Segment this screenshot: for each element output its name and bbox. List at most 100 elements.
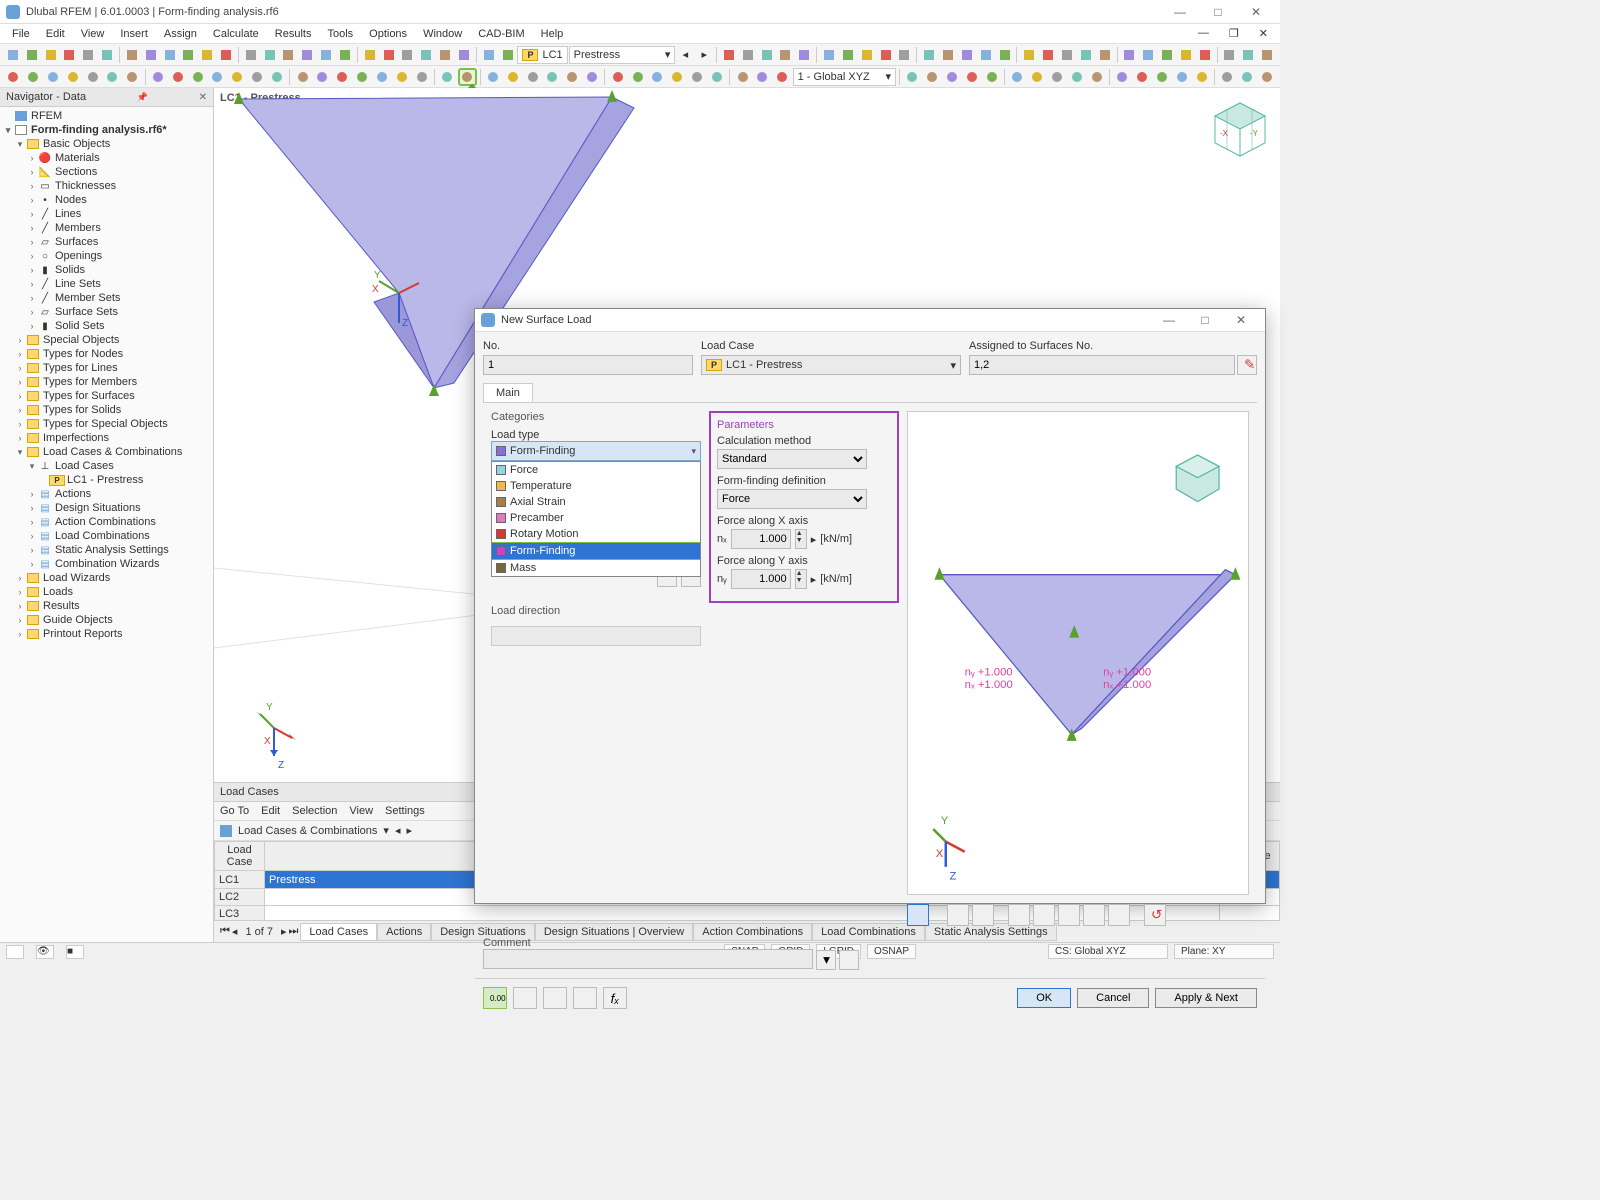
tree-lcc[interactable]: ▾Load Cases & Combinations — [0, 445, 213, 459]
loadtype-option[interactable]: Precamber — [492, 510, 700, 526]
tb2c-btn-3[interactable] — [962, 68, 981, 86]
pager-prev-icon[interactable]: ◂ — [232, 925, 238, 938]
tb2c-btn-12[interactable] — [1153, 68, 1172, 86]
tb1-btn-5[interactable] — [98, 46, 116, 64]
tb1b-btn-18[interactable] — [1077, 46, 1095, 64]
tb2-btn-17[interactable] — [353, 68, 372, 86]
status-eye-icon[interactable]: 👁 — [36, 945, 54, 959]
tb1-btn-4[interactable] — [79, 46, 97, 64]
tb1b-btn-4[interactable] — [795, 46, 813, 64]
pager-next-icon[interactable]: ▸ — [281, 925, 287, 938]
navigator-tree[interactable]: RFEM▾Form-finding analysis.rf6*▾Basic Ob… — [0, 107, 213, 942]
menu-file[interactable]: File — [4, 26, 38, 42]
tb2-btn-22[interactable] — [458, 68, 477, 86]
tree-basic-0[interactable]: ›🔴Materials — [0, 151, 213, 165]
pager-last-icon[interactable]: ⏭ — [289, 925, 299, 938]
tb2b-btn-8[interactable] — [648, 68, 667, 86]
tree-lcc-child-4[interactable]: ›▤Static Analysis Settings — [0, 543, 213, 557]
tree-lc1[interactable]: PLC1 - Prestress — [0, 473, 213, 487]
tree-lcc-child-0[interactable]: ›▤Actions — [0, 487, 213, 501]
tb1-btn-3[interactable] — [61, 46, 79, 64]
tree-tail-3[interactable]: ›Guide Objects — [0, 613, 213, 627]
pv-btn-5[interactable] — [1033, 904, 1055, 926]
tb2-btn-12[interactable] — [248, 68, 267, 86]
tab-main[interactable]: Main — [483, 383, 533, 402]
tb2-btn-20[interactable] — [412, 68, 431, 86]
tb1b-btn-27[interactable] — [1258, 46, 1276, 64]
close-button[interactable]: ✕ — [1238, 1, 1274, 23]
tb1-btn-8[interactable] — [161, 46, 179, 64]
tb1b-btn-12[interactable] — [958, 46, 976, 64]
dialog-close-button[interactable]: ✕ — [1223, 309, 1259, 331]
tb1b-btn-19[interactable] — [1096, 46, 1114, 64]
tb2b-btn-1[interactable] — [503, 68, 522, 86]
tb2-btn-21[interactable] — [438, 68, 457, 86]
comment-pick-button[interactable]: ▾ — [816, 950, 836, 970]
foot-btn-2[interactable] — [513, 987, 537, 1009]
tb1-btn-7[interactable] — [142, 46, 160, 64]
bp-combo-caret-icon[interactable]: ▾ — [383, 824, 389, 837]
tb2-btn-5[interactable] — [103, 68, 122, 86]
pv-btn-2[interactable] — [947, 904, 969, 926]
no-input[interactable] — [483, 355, 693, 375]
minimize-button[interactable]: — — [1162, 1, 1198, 23]
tb1-btn-15[interactable] — [298, 46, 316, 64]
tb2c-btn-16[interactable] — [1238, 68, 1257, 86]
tree-basic-8[interactable]: ›▮Solids — [0, 263, 213, 277]
tb2b-btn-5[interactable] — [583, 68, 602, 86]
assign-pick-button[interactable]: ✎ — [1237, 355, 1257, 375]
foot-btn-1[interactable]: 0.00 — [483, 987, 507, 1009]
tb2c-btn-11[interactable] — [1133, 68, 1152, 86]
menu-options[interactable]: Options — [361, 26, 415, 42]
tree-basic-7[interactable]: ›○Openings — [0, 249, 213, 263]
tb2b-btn-11[interactable] — [707, 68, 726, 86]
tree-tail-1[interactable]: ›Loads — [0, 585, 213, 599]
maximize-button[interactable]: □ — [1200, 1, 1236, 23]
tb1-btn-11[interactable] — [217, 46, 235, 64]
tb2-btn-15[interactable] — [313, 68, 332, 86]
tree-lcc-child-2[interactable]: ›▤Action Combinations — [0, 515, 213, 529]
loadtype-option[interactable]: Rotary Motion — [492, 526, 700, 542]
ok-button[interactable]: OK — [1017, 988, 1071, 1008]
tb1b-btn-23[interactable] — [1177, 46, 1195, 64]
menu-results[interactable]: Results — [267, 26, 320, 42]
cancel-button[interactable]: Cancel — [1077, 988, 1149, 1008]
comment-input[interactable] — [483, 949, 813, 969]
menu-assign[interactable]: Assign — [156, 26, 205, 42]
tree-group-0[interactable]: ›Special Objects — [0, 333, 213, 347]
tb1b-btn-13[interactable] — [977, 46, 995, 64]
tree-basic-2[interactable]: ›▭Thicknesses — [0, 179, 213, 193]
tb2b-btn-10[interactable] — [688, 68, 707, 86]
tb2-btn-11[interactable] — [228, 68, 247, 86]
tb1-btn-2[interactable] — [42, 46, 60, 64]
tb2-btn-0[interactable] — [4, 68, 23, 86]
tb2c-btn-0[interactable] — [903, 68, 922, 86]
tb1-btn-20[interactable] — [399, 46, 417, 64]
fy-input[interactable] — [731, 569, 791, 589]
tb2-btn-13[interactable] — [268, 68, 287, 86]
tb2b-btn-13[interactable] — [753, 68, 772, 86]
bp-view[interactable]: View — [349, 805, 373, 817]
tb2b-btn-7[interactable] — [628, 68, 647, 86]
tb1b-btn-20[interactable] — [1120, 46, 1138, 64]
tree-group-2[interactable]: ›Types for Lines — [0, 361, 213, 375]
menu-view[interactable]: View — [73, 26, 113, 42]
tb1-btn-1[interactable] — [23, 46, 41, 64]
loadcase-combo[interactable]: P LC1 - Prestress ▾ — [701, 355, 961, 375]
fx-spinner[interactable]: ▲▼ — [795, 529, 807, 549]
tb2-btn-7[interactable] — [149, 68, 168, 86]
mdi-close-icon[interactable]: ✕ — [1251, 25, 1276, 42]
lc-name-combo[interactable]: Prestress▾ — [569, 46, 676, 64]
tree-basic-9[interactable]: ›╱Line Sets — [0, 277, 213, 291]
ffdef-select[interactable]: Force — [717, 489, 867, 509]
tb2c-btn-5[interactable] — [1008, 68, 1027, 86]
menu-calculate[interactable]: Calculate — [205, 26, 267, 42]
pager-first-icon[interactable]: ⏮ — [220, 925, 230, 938]
tree-basic-11[interactable]: ›▱Surface Sets — [0, 305, 213, 319]
navigator-close-icon[interactable]: ✕ — [199, 92, 207, 103]
bp-nav-next-icon[interactable]: ▸ — [406, 824, 412, 837]
tb2c-btn-15[interactable] — [1218, 68, 1237, 86]
tb1b-btn-14[interactable] — [996, 46, 1014, 64]
tb2-btn-9[interactable] — [188, 68, 207, 86]
tree-file[interactable]: ▾Form-finding analysis.rf6* — [0, 123, 213, 137]
